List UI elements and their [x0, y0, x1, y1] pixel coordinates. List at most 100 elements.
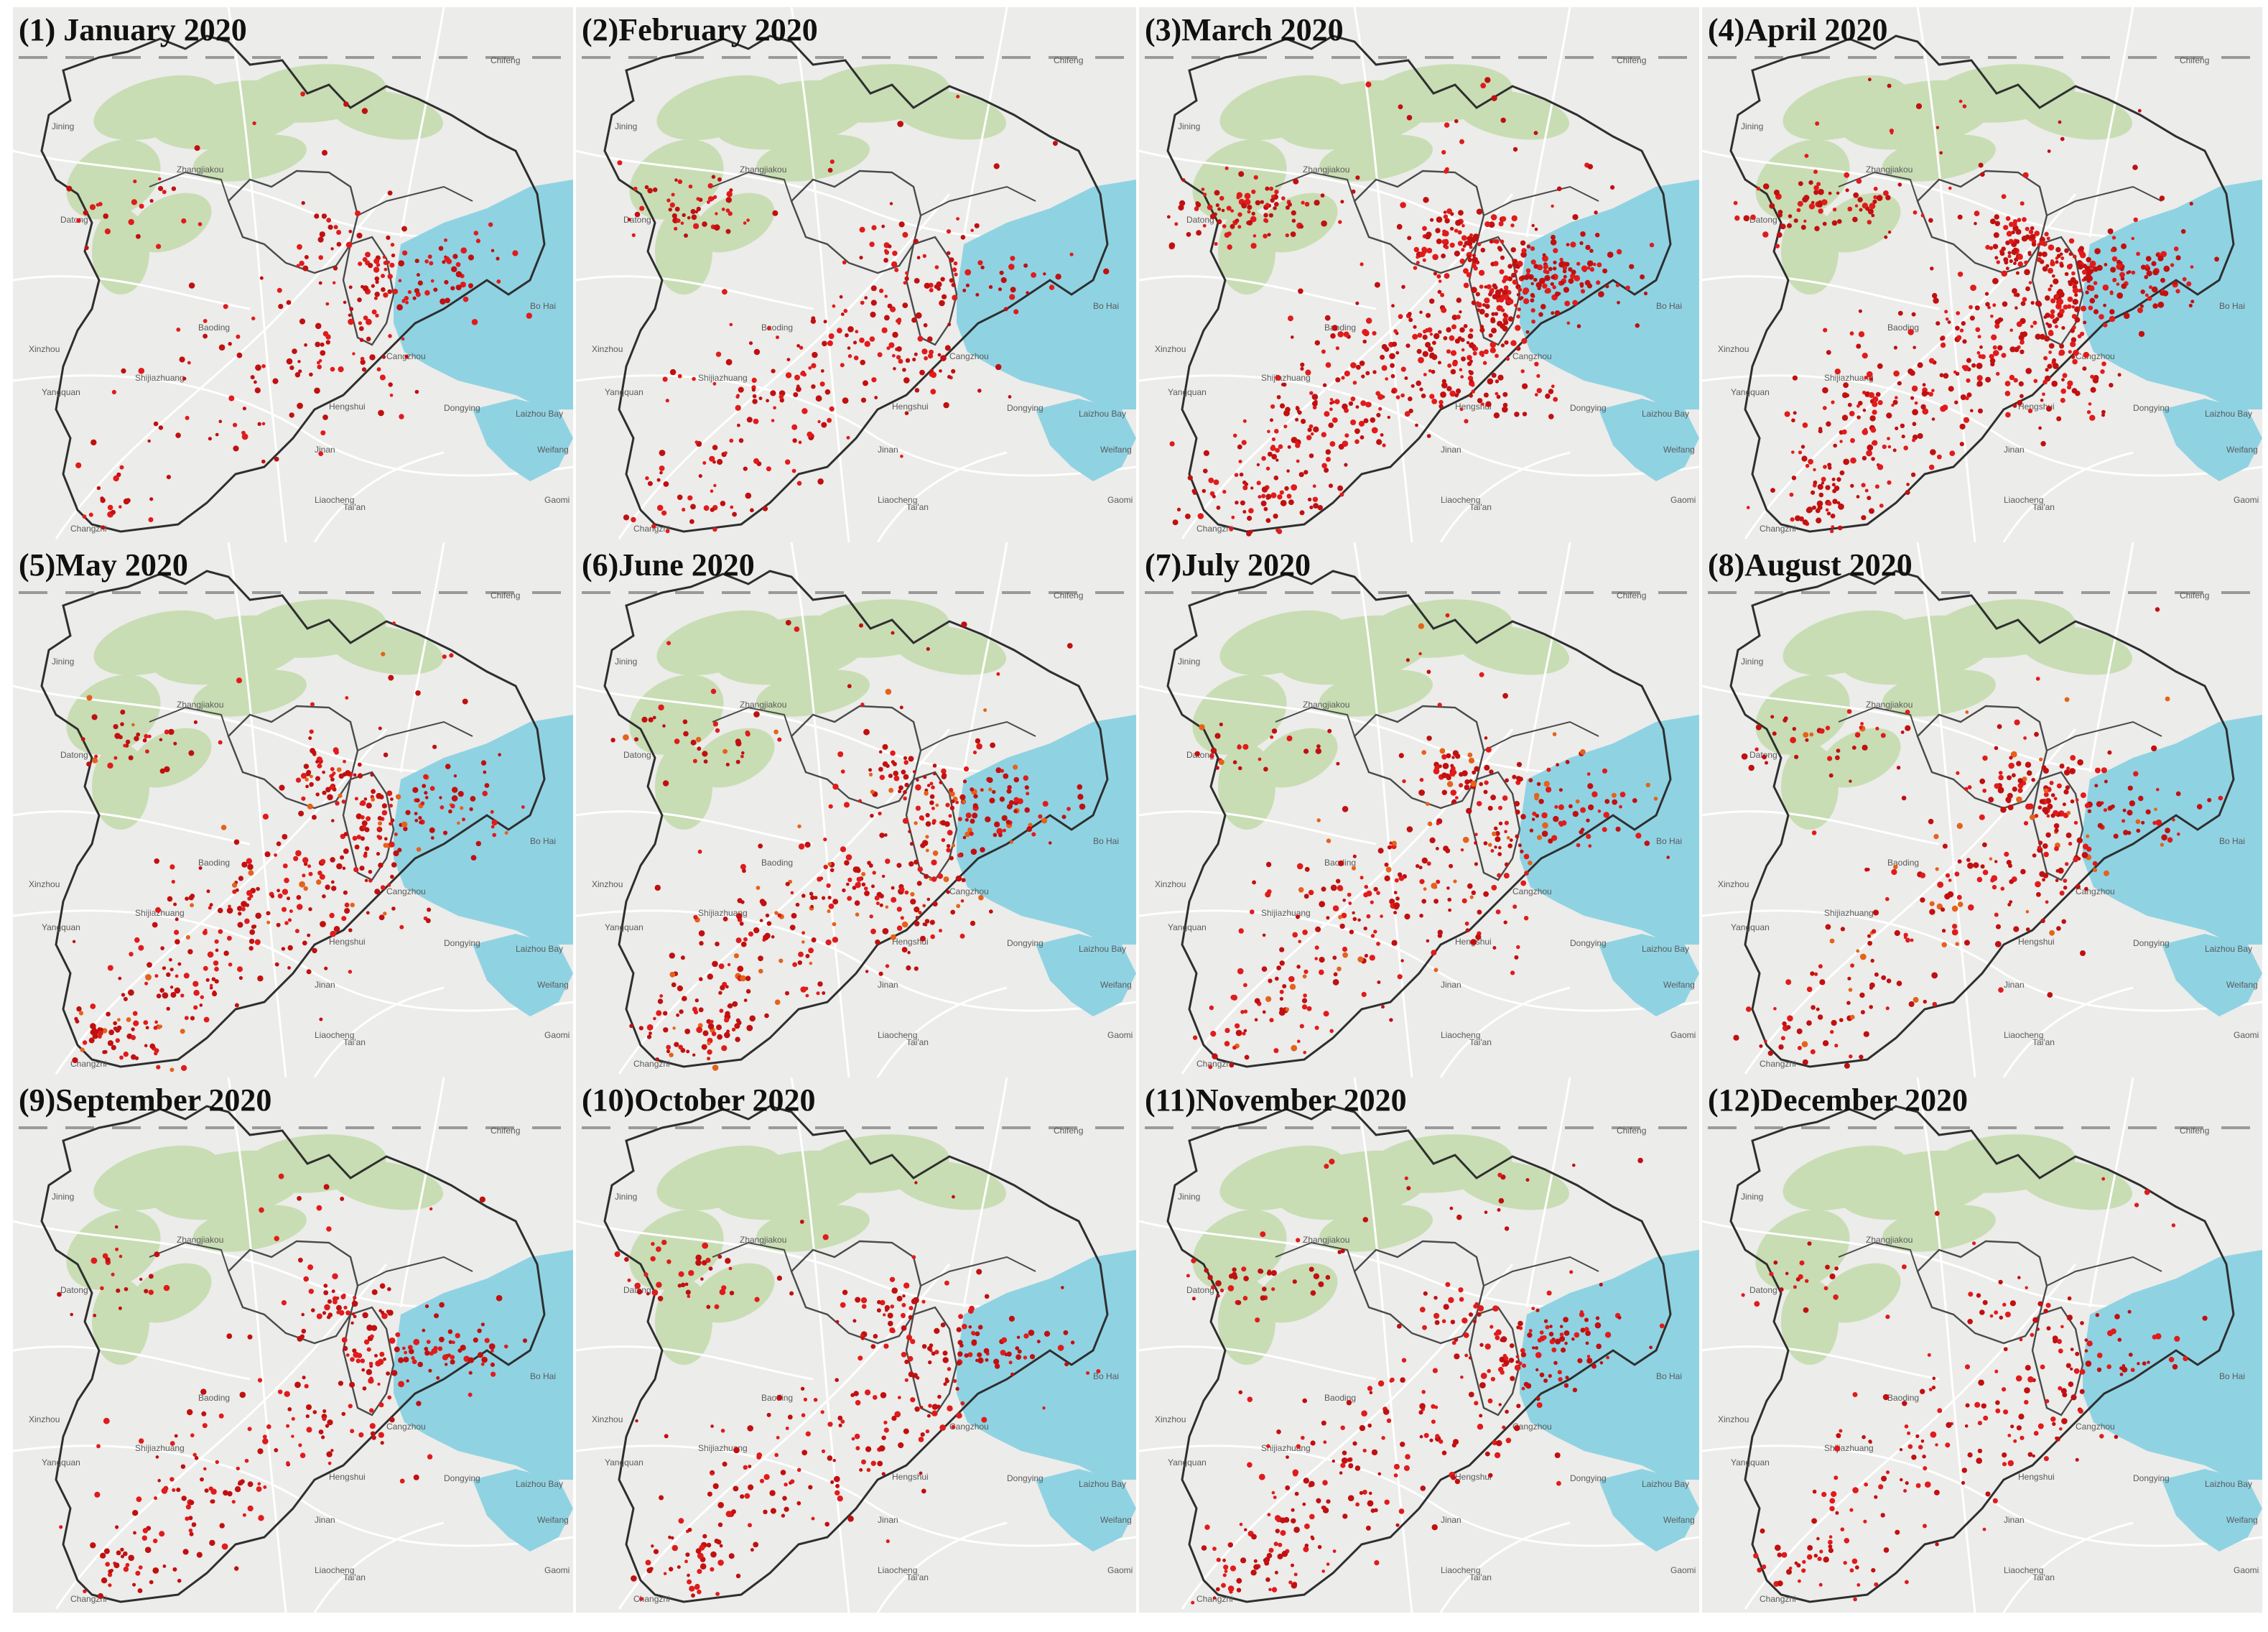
- observation-point: [1446, 886, 1450, 890]
- observation-point: [174, 1434, 178, 1438]
- observation-point: [223, 304, 228, 310]
- place-label: Xinzhou: [1155, 879, 1186, 889]
- observation-point: [1846, 1001, 1851, 1005]
- observation-point: [102, 1028, 108, 1034]
- observation-point: [2072, 358, 2078, 365]
- observation-point: [677, 1284, 682, 1288]
- observation-point: [124, 1286, 129, 1292]
- observation-point: [1789, 492, 1794, 497]
- observation-point: [859, 337, 865, 343]
- observation-point: [1548, 389, 1554, 394]
- graticule-tick: [2128, 56, 2157, 59]
- observation-point: [1813, 190, 1819, 195]
- observation-point: [468, 1392, 473, 1397]
- observation-point: [1300, 362, 1305, 367]
- observation-point: [1953, 370, 1957, 374]
- observation-point: [1344, 370, 1350, 377]
- observation-point: [320, 430, 326, 436]
- observation-point: [159, 1531, 165, 1537]
- observation-point: [712, 960, 718, 968]
- observation-point: [1497, 246, 1502, 251]
- observation-point: [661, 510, 667, 516]
- observation-point: [1309, 391, 1314, 395]
- observation-point: [870, 1460, 876, 1466]
- observation-point: [1530, 292, 1535, 298]
- observation-point: [371, 1289, 378, 1295]
- observation-point: [1520, 251, 1527, 258]
- observation-point: [879, 288, 884, 293]
- observation-point: [909, 842, 914, 846]
- observation-point: [779, 394, 784, 399]
- observation-point: [869, 241, 875, 247]
- observation-point: [1301, 1004, 1308, 1010]
- observation-point: [718, 963, 725, 970]
- observation-point: [205, 978, 210, 982]
- observation-point: [369, 1423, 376, 1429]
- observation-point: [1265, 466, 1270, 470]
- observation-point: [1586, 283, 1593, 289]
- observation-point: [829, 868, 835, 873]
- observation-point: [698, 1007, 704, 1013]
- observation-point: [1261, 493, 1266, 499]
- observation-point: [652, 715, 656, 720]
- observation-point: [1862, 203, 1869, 209]
- observation-point: [2063, 789, 2069, 795]
- place-label: Cangzhou: [949, 351, 989, 361]
- observation-point: [452, 1340, 455, 1345]
- observation-point: [175, 939, 180, 945]
- observation-point: [1013, 764, 1018, 770]
- inner-boundary: [2046, 185, 2162, 216]
- observation-point: [2054, 846, 2059, 851]
- observation-point: [771, 368, 776, 374]
- observation-point: [170, 992, 177, 998]
- observation-point: [1270, 198, 1275, 203]
- observation-point: [1959, 328, 1964, 333]
- observation-point: [128, 755, 134, 761]
- observation-point: [926, 1414, 931, 1418]
- observation-point: [943, 402, 949, 409]
- observation-point: [1819, 728, 1825, 734]
- observation-point: [1412, 333, 1418, 340]
- observation-point: [289, 412, 294, 418]
- observation-point: [1235, 1029, 1242, 1037]
- observation-point: [1459, 327, 1465, 333]
- observation-point: [1579, 284, 1584, 288]
- observation-point: [231, 1500, 236, 1504]
- observation-point: [817, 419, 821, 424]
- observation-point: [1531, 817, 1535, 821]
- observation-point: [331, 819, 335, 822]
- observation-point: [412, 296, 417, 300]
- observation-point: [1444, 273, 1450, 279]
- observation-point: [896, 318, 902, 323]
- observation-point: [429, 1207, 433, 1211]
- observation-point: [1415, 423, 1418, 427]
- observation-point: [2084, 886, 2088, 891]
- observation-point: [2121, 283, 2127, 289]
- place-label: Liaocheng: [1441, 1030, 1480, 1040]
- observation-point: [1434, 765, 1440, 771]
- observation-point: [1526, 244, 1531, 249]
- observation-point: [1255, 200, 1261, 205]
- observation-point: [2103, 303, 2106, 307]
- observation-point: [1827, 756, 1833, 761]
- observation-point: [1989, 358, 1996, 364]
- observation-point: [343, 300, 347, 305]
- place-label: Zhangjiakou: [1303, 164, 1349, 175]
- observation-point: [1813, 480, 1818, 485]
- observation-point: [166, 1006, 170, 1011]
- observation-point: [2022, 776, 2027, 782]
- observation-point: [175, 974, 179, 978]
- observation-point: [1462, 244, 1467, 248]
- observation-point: [1832, 208, 1837, 212]
- observation-point: [78, 1011, 84, 1016]
- observation-point: [360, 836, 365, 841]
- observation-point: [182, 376, 187, 381]
- observation-point: [401, 337, 405, 341]
- observation-point: [893, 775, 900, 782]
- observation-point: [303, 886, 308, 891]
- observation-point: [1288, 975, 1295, 983]
- observation-point: [1495, 909, 1501, 914]
- observation-point: [2027, 408, 2033, 414]
- observation-point: [1270, 404, 1275, 409]
- observation-point: [1850, 483, 1854, 488]
